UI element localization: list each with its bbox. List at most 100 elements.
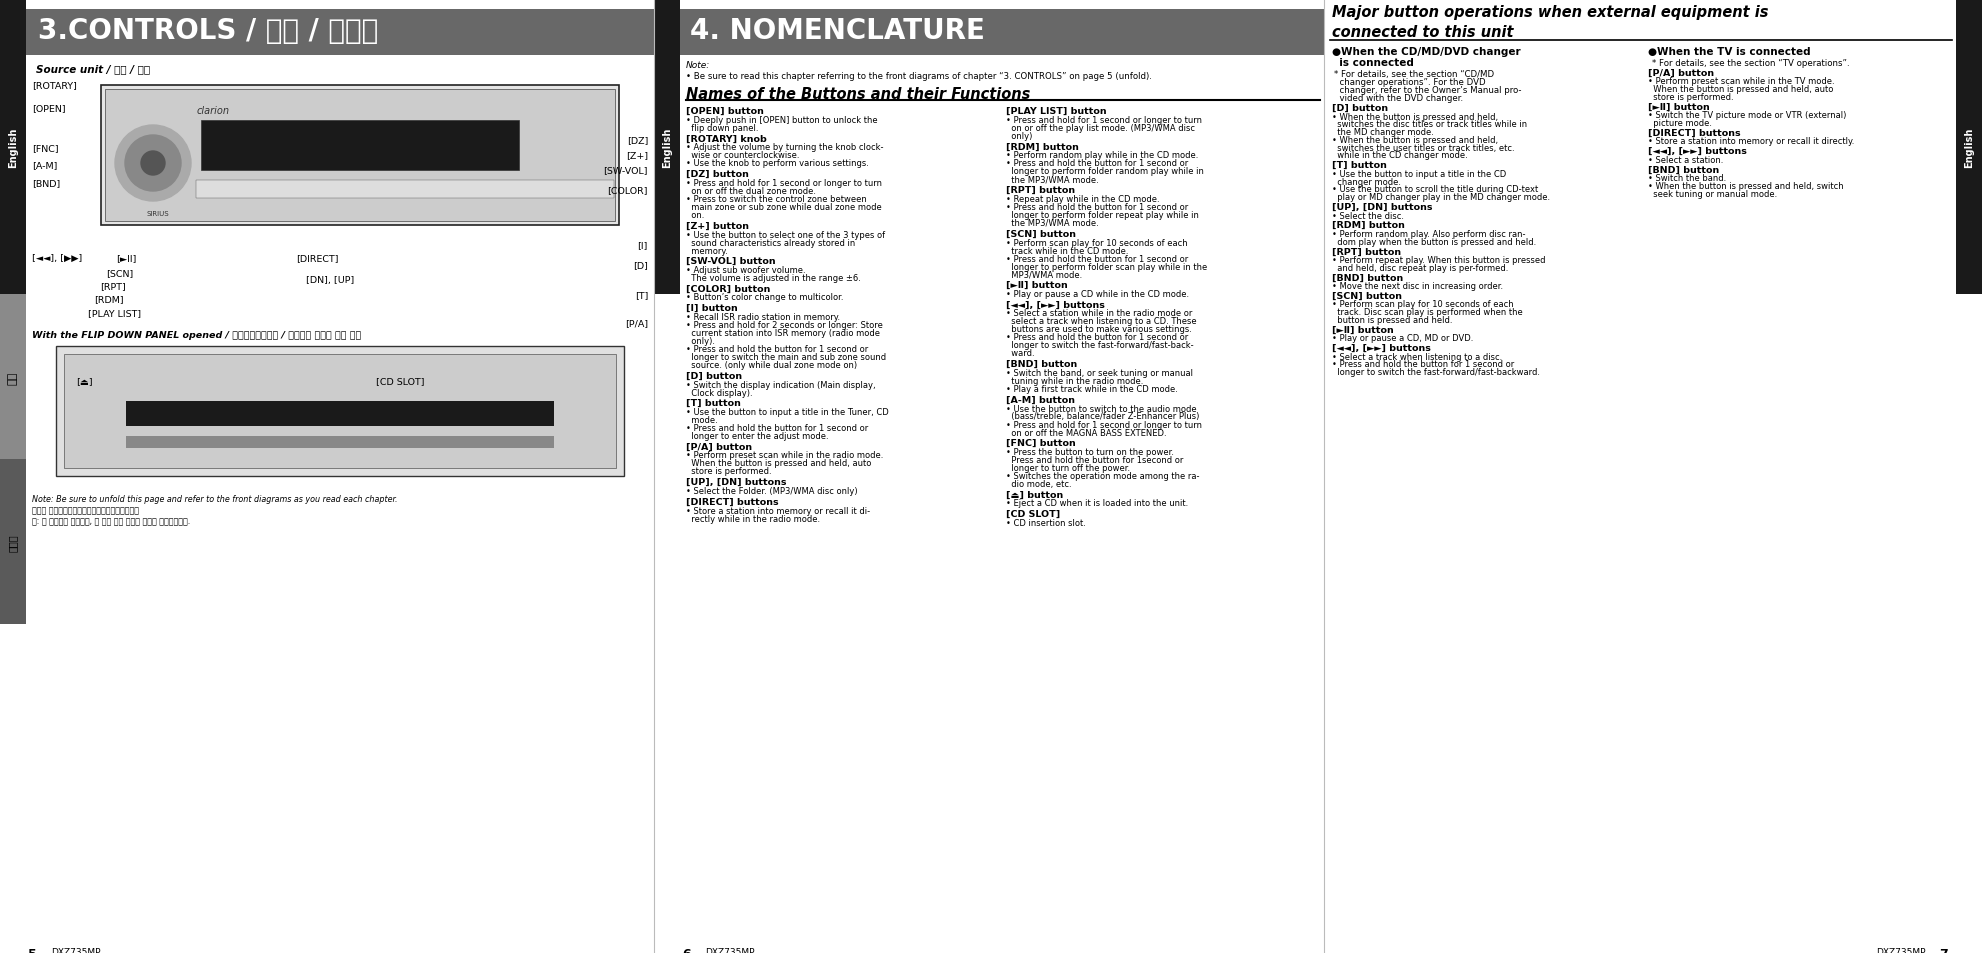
Text: longer to perform folder scan play while in the: longer to perform folder scan play while… [1007, 262, 1207, 272]
Text: Note: Be sure to unfold this page and refer to the front diagrams as you read ea: Note: Be sure to unfold this page and re… [32, 495, 398, 503]
Text: on or off the MAGNA BASS EXTENED.: on or off the MAGNA BASS EXTENED. [1007, 428, 1167, 437]
Text: (bass/treble, balance/fader Z-Enhancer Plus): (bass/treble, balance/fader Z-Enhancer P… [1007, 412, 1199, 421]
Text: [DIRECT]: [DIRECT] [295, 253, 339, 263]
Text: • Press to switch the control zone between: • Press to switch the control zone betwe… [686, 194, 866, 204]
Text: • Select a station.: • Select a station. [1647, 155, 1724, 165]
Bar [200, 121, 519, 171]
Text: longer to perform folder repeat play while in: longer to perform folder repeat play whi… [1007, 211, 1199, 220]
Text: • Perform scan play for 10 seconds of each: • Perform scan play for 10 seconds of ea… [1007, 238, 1187, 247]
Text: 주: 이 페이지를 펼쳐두고, 각 장을 읽을 때에는 그림을 참조하십시오.: 주: 이 페이지를 펼쳐두고, 각 장을 읽을 때에는 그림을 참조하십시오. [32, 517, 190, 525]
Text: vided with the DVD changer.: vided with the DVD changer. [1334, 94, 1463, 103]
Text: clarion: clarion [196, 106, 230, 116]
Text: • Use the button to scroll the title during CD-text: • Use the button to scroll the title dur… [1332, 185, 1538, 194]
Text: [UP], [DN] buttons: [UP], [DN] buttons [1332, 203, 1433, 212]
Text: [DZ]: [DZ] [626, 136, 648, 145]
Text: • Press and hold for 1 second or longer to turn: • Press and hold for 1 second or longer … [1007, 116, 1201, 125]
Text: Source unit / 主机 / 본체: Source unit / 主机 / 본체 [36, 64, 151, 74]
Text: [►Ⅱ] button: [►Ⅱ] button [1647, 103, 1710, 112]
Text: store is performed.: store is performed. [1647, 93, 1734, 102]
Text: • Be sure to read this chapter referring to the front diagrams of chapter “3. CO: • Be sure to read this chapter referring… [686, 71, 1152, 81]
Text: tuning while in the radio mode.: tuning while in the radio mode. [1007, 376, 1144, 386]
Text: [I] button: [I] button [686, 304, 737, 313]
Text: on.: on. [686, 211, 704, 220]
Text: When the button is pressed and held, auto: When the button is pressed and held, aut… [686, 459, 872, 468]
Text: [SW-VOL] button: [SW-VOL] button [686, 256, 775, 266]
Bar [101, 86, 618, 226]
Text: [FNC]: [FNC] [32, 144, 59, 152]
Text: track. Disc scan play is performed when the: track. Disc scan play is performed when … [1332, 308, 1522, 316]
Text: on or off the play list mode. (MP3/WMA disc: on or off the play list mode. (MP3/WMA d… [1007, 124, 1195, 132]
Text: • Perform random play while in the CD mode.: • Perform random play while in the CD mo… [1007, 152, 1199, 160]
Text: Note:: Note: [686, 61, 710, 70]
Text: • Repeat play while in the CD mode.: • Repeat play while in the CD mode. [1007, 194, 1159, 204]
Text: [SCN] button: [SCN] button [1332, 292, 1401, 300]
Text: • Switches the operation mode among the ra-: • Switches the operation mode among the … [1007, 472, 1199, 480]
Text: When the button is pressed and held, auto: When the button is pressed and held, aut… [1647, 85, 1833, 94]
Bar [105, 90, 614, 222]
Text: the MD changer mode.: the MD changer mode. [1332, 128, 1433, 137]
Text: [DIRECT] buttons: [DIRECT] buttons [1647, 129, 1740, 138]
Text: [SCN]: [SCN] [105, 269, 133, 277]
Text: [►II]: [►II] [117, 253, 137, 263]
Text: * For details, see the section “TV operations”.: * For details, see the section “TV opera… [1653, 59, 1849, 68]
Text: longer to enter the adjust mode.: longer to enter the adjust mode. [686, 432, 828, 440]
Circle shape [141, 152, 165, 175]
Text: • Select the Folder. (MP3/WMA disc only): • Select the Folder. (MP3/WMA disc only) [686, 486, 858, 496]
Bar [654, 0, 680, 294]
Text: 3.CONTROLS / 控制 / 콘트롤: 3.CONTROLS / 控制 / 콘트롤 [38, 17, 379, 45]
Text: play or MD changer play in the MD changer mode.: play or MD changer play in the MD change… [1332, 193, 1550, 202]
Text: • Perform random play. Also perform disc ran-: • Perform random play. Also perform disc… [1332, 230, 1526, 238]
Text: MP3/WMA mode.: MP3/WMA mode. [1007, 271, 1082, 279]
Text: • Use the button to select one of the 3 types of: • Use the button to select one of the 3 … [686, 231, 886, 239]
Text: [T] button: [T] button [686, 398, 741, 408]
Text: SIRIUS: SIRIUS [147, 211, 168, 216]
Bar [127, 401, 555, 427]
Text: [Z+]: [Z+] [626, 151, 648, 160]
Text: ●When the CD/MD/DVD changer: ●When the CD/MD/DVD changer [1332, 47, 1520, 57]
Text: • Move the next disc in increasing order.: • Move the next disc in increasing order… [1332, 282, 1502, 291]
Text: * For details, see the section “CD/MD: * For details, see the section “CD/MD [1334, 70, 1494, 79]
Text: longer to perform folder random play while in: longer to perform folder random play whi… [1007, 168, 1203, 176]
Text: • Perform preset scan while in the radio mode.: • Perform preset scan while in the radio… [686, 451, 884, 460]
Bar [0, 294, 26, 459]
Text: flip down panel.: flip down panel. [686, 124, 759, 132]
Text: changer, refer to the Owner’s Manual pro-: changer, refer to the Owner’s Manual pro… [1334, 86, 1522, 95]
Text: • Press the button to turn on the power.: • Press the button to turn on the power. [1007, 448, 1173, 456]
Bar [0, 459, 26, 624]
Text: [DZ] button: [DZ] button [686, 170, 749, 179]
Text: • Press and hold for 1 second or longer to turn: • Press and hold for 1 second or longer … [686, 179, 882, 188]
Text: [T]: [T] [634, 291, 648, 299]
Bar [0, 0, 26, 294]
Text: [RPT] button: [RPT] button [1332, 247, 1401, 256]
Text: • Switch the TV picture mode or VTR (external): • Switch the TV picture mode or VTR (ext… [1647, 112, 1847, 120]
Text: the MP3/WMA mode.: the MP3/WMA mode. [1007, 219, 1098, 228]
Text: [COLOR]: [COLOR] [608, 186, 648, 194]
Text: main zone or sub zone while dual zone mode: main zone or sub zone while dual zone mo… [686, 203, 882, 212]
Text: buttons are used to make various settings.: buttons are used to make various setting… [1007, 325, 1191, 335]
Text: [Z+] button: [Z+] button [686, 221, 749, 231]
Text: DXZ735MP: DXZ735MP [706, 947, 755, 953]
Text: ●When the TV is connected: ●When the TV is connected [1647, 47, 1812, 57]
Bar [1956, 0, 1982, 294]
Text: [◄◄], [►►] buttons: [◄◄], [►►] buttons [1647, 147, 1746, 156]
Text: sound characteristics already stored in: sound characteristics already stored in [686, 238, 856, 247]
Text: • Switch the band, or seek tuning or manual: • Switch the band, or seek tuning or man… [1007, 369, 1193, 377]
Text: [RPT] button: [RPT] button [1007, 186, 1074, 194]
Bar [127, 436, 555, 449]
Text: • Eject a CD when it is loaded into the unit.: • Eject a CD when it is loaded into the … [1007, 499, 1189, 508]
Text: [FNC] button: [FNC] button [1007, 438, 1076, 448]
Bar [26, 10, 654, 56]
Text: is connected: is connected [1332, 58, 1413, 68]
Text: [D] button: [D] button [686, 371, 741, 380]
Text: Clock display).: Clock display). [686, 388, 753, 397]
Text: select a track when listening to a CD. These: select a track when listening to a CD. T… [1007, 317, 1197, 326]
Text: • Select a station while in the radio mode or: • Select a station while in the radio mo… [1007, 309, 1193, 318]
Text: [OPEN]: [OPEN] [32, 104, 65, 112]
Text: current station into ISR memory (radio mode: current station into ISR memory (radio m… [686, 329, 880, 337]
Text: longer to switch the fast-forward/fast-back-: longer to switch the fast-forward/fast-b… [1007, 341, 1193, 350]
Text: • Press and hold for 1 second or longer to turn: • Press and hold for 1 second or longer … [1007, 420, 1201, 429]
Text: • Adjust the volume by turning the knob clock-: • Adjust the volume by turning the knob … [686, 143, 884, 152]
Text: [RDM] button: [RDM] button [1007, 142, 1078, 152]
Text: rectly while in the radio mode.: rectly while in the radio mode. [686, 514, 821, 523]
Text: • When the button is pressed and held, switch: • When the button is pressed and held, s… [1647, 182, 1843, 191]
